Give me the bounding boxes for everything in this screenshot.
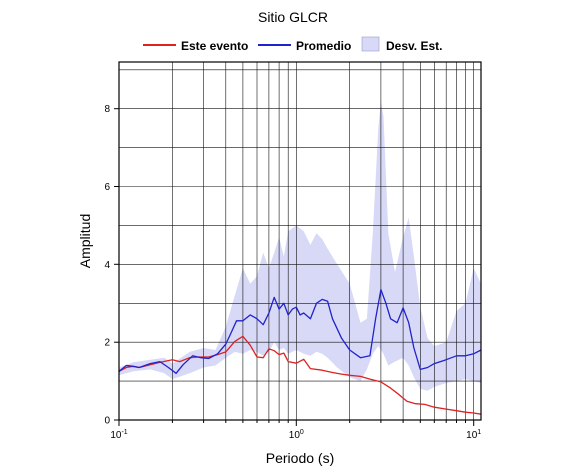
grid <box>118 62 481 420</box>
plot-area <box>118 62 482 420</box>
legend-label-mean: Promedio <box>296 39 351 53</box>
y-axis: 0 2 4 6 8 <box>104 104 119 427</box>
x-tick-label: 101 <box>466 429 481 441</box>
legend-label-std: Desv. Est. <box>386 39 442 53</box>
x-axis: 10-1 100 101 <box>110 420 481 441</box>
legend-label-event: Este evento <box>181 39 248 53</box>
std-band <box>119 100 481 391</box>
x-axis-label: Periodo (s) <box>266 450 334 466</box>
y-tick-label: 0 <box>104 416 110 427</box>
x-tick-label: 10-1 <box>110 429 127 441</box>
plot-frame <box>118 61 482 421</box>
x-tick-label: 100 <box>289 429 304 441</box>
chart-title: Sitio GLCR <box>258 9 328 25</box>
y-tick-label: 2 <box>104 338 110 349</box>
y-tick-label: 8 <box>104 104 110 115</box>
legend: Este evento Promedio Desv. Est. <box>143 36 442 53</box>
y-tick-label: 4 <box>104 260 110 271</box>
event-line <box>118 335 482 415</box>
mean-line <box>118 288 482 374</box>
y-tick-label: 6 <box>104 182 110 193</box>
y-axis-label: Amplitud <box>77 214 93 268</box>
legend-swatch-std <box>361 36 380 52</box>
